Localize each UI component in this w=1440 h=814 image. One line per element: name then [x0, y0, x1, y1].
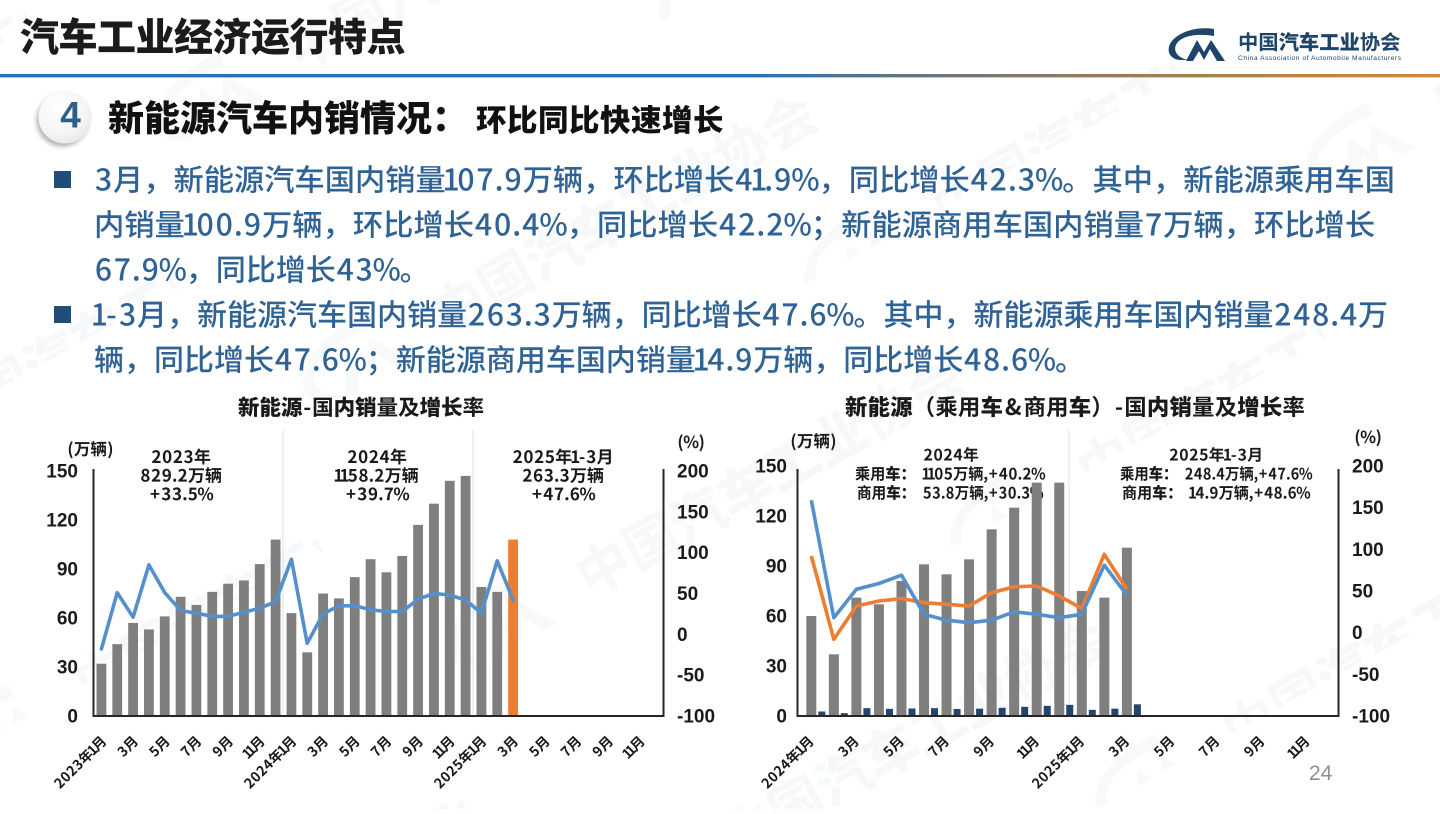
svg-text:30: 30 [766, 657, 787, 678]
svg-text:China Association of Automobil: China Association of Automobile Manufact… [1238, 55, 1402, 62]
svg-text:0: 0 [677, 625, 688, 646]
svg-text:150: 150 [1352, 498, 1384, 519]
svg-text:150: 150 [677, 502, 709, 523]
svg-text:24: 24 [1309, 762, 1333, 785]
svg-text:120: 120 [755, 507, 787, 528]
svg-text:-50: -50 [1352, 665, 1379, 686]
svg-text:0: 0 [1352, 623, 1363, 644]
svg-text:-100: -100 [677, 707, 715, 728]
svg-text:0: 0 [776, 707, 787, 728]
svg-text:60: 60 [57, 609, 78, 630]
svg-text:90: 90 [766, 557, 787, 578]
svg-text:-100: -100 [1352, 707, 1390, 728]
svg-text:0: 0 [67, 707, 78, 728]
svg-text:90: 90 [57, 560, 78, 581]
svg-text:200: 200 [1352, 457, 1384, 478]
svg-text:30: 30 [57, 658, 78, 679]
svg-text:150: 150 [46, 462, 78, 483]
svg-text:100: 100 [1352, 540, 1384, 561]
svg-text:100: 100 [677, 543, 709, 564]
svg-text:50: 50 [677, 584, 698, 605]
svg-text:200: 200 [677, 462, 709, 483]
svg-text:50: 50 [1352, 582, 1373, 603]
svg-text:4: 4 [60, 95, 81, 136]
svg-text:-50: -50 [677, 666, 704, 687]
svg-text:120: 120 [46, 511, 78, 532]
svg-text:60: 60 [766, 607, 787, 628]
svg-text:150: 150 [755, 457, 787, 478]
